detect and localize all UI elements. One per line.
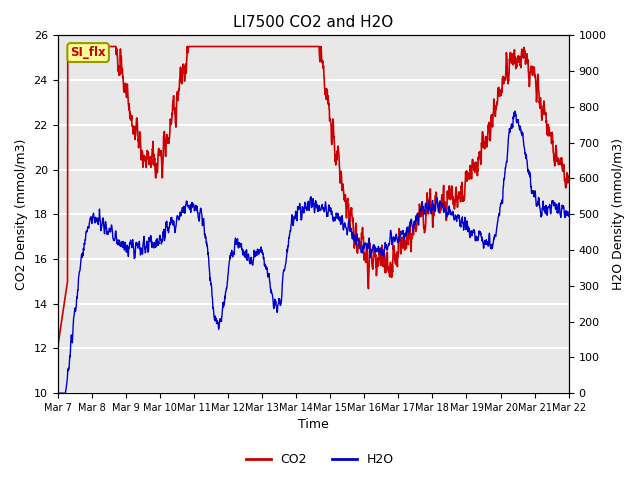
X-axis label: Time: Time [298,419,328,432]
Y-axis label: CO2 Density (mmol/m3): CO2 Density (mmol/m3) [15,139,28,290]
Legend: CO2, H2O: CO2, H2O [241,448,399,471]
Y-axis label: H2O Density (mmol/m3): H2O Density (mmol/m3) [612,138,625,290]
Title: LI7500 CO2 and H2O: LI7500 CO2 and H2O [233,15,393,30]
Text: SI_flx: SI_flx [70,46,106,59]
